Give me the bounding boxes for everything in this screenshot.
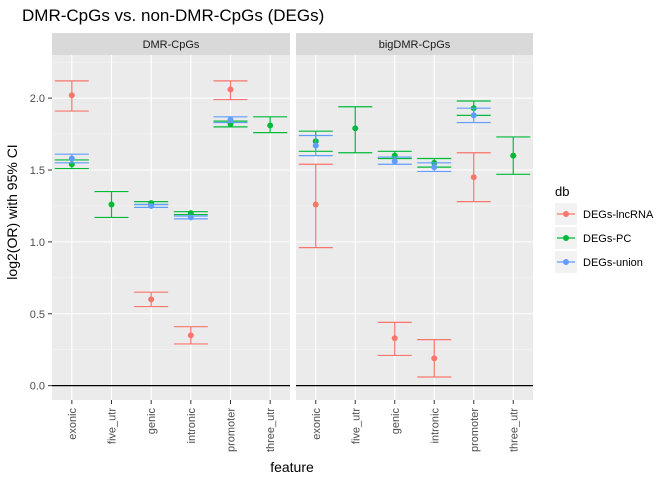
legend-key-point (563, 211, 569, 217)
data-point (470, 174, 477, 181)
legend-label: DEGs-union (583, 257, 643, 269)
chart-title: DMR-CpGs vs. non-DMR-CpGs (DEGs) (22, 6, 324, 25)
data-point (391, 335, 398, 342)
error-bar (496, 136, 531, 175)
data-point (470, 112, 477, 119)
data-point (148, 296, 155, 303)
error-bar (417, 339, 452, 378)
panel-background (52, 55, 290, 400)
error-bar (377, 321, 412, 357)
x-tick-label: genic (146, 408, 158, 435)
data-point (148, 202, 155, 209)
data-point (68, 155, 75, 162)
data-point (352, 125, 359, 132)
x-tick-label: three_utr (265, 408, 277, 452)
x-tick-label: promoter (469, 408, 481, 452)
legend-key-point (563, 259, 569, 265)
facet-label: bigDMR-CpGs (379, 39, 451, 51)
data-point (391, 158, 398, 165)
x-tick-label: five_utr (107, 408, 119, 444)
legend-key-point (563, 235, 569, 241)
x-tick-label: exonic (67, 408, 79, 440)
y-axis-label: log2(OR) with 95% CI (4, 144, 20, 279)
data-point (187, 332, 194, 339)
error-bar (377, 156, 412, 165)
error-bar (298, 163, 333, 249)
error-bar (134, 291, 169, 308)
plot-area: DMR-CpGs exonic five_utr genic intronic promo… (30, 33, 533, 452)
error-bar (213, 116, 248, 124)
data-point (312, 142, 319, 149)
legend: db DEGs-lncRNA DEGs-PC DEGs-union (555, 184, 654, 273)
panel-background (296, 55, 533, 400)
data-point (227, 116, 234, 123)
facet-strip (296, 33, 533, 55)
error-bar (173, 214, 208, 221)
error-bar (173, 210, 208, 217)
error-bar (456, 152, 491, 203)
y-tick-label: 1.0 (30, 237, 45, 249)
error-bar (173, 326, 208, 345)
data-point (431, 355, 438, 362)
x-tick-label: five_utr (350, 408, 362, 444)
x-tick-label: promoter (226, 408, 238, 452)
legend-item: DEGs-union (555, 251, 643, 273)
data-point (267, 122, 274, 129)
y-tick-label: 1.5 (30, 165, 45, 177)
legend-item: DEGs-PC (555, 227, 631, 249)
error-bar (213, 80, 248, 101)
error-bar (338, 106, 373, 154)
x-tick-label: intronic (429, 408, 441, 444)
error-bar (54, 80, 89, 112)
error-bar (54, 153, 89, 164)
x-tick-label: genic (390, 408, 402, 435)
error-bar (417, 162, 452, 173)
error-bar (134, 202, 169, 209)
x-tick-label: exonic (311, 408, 323, 440)
error-bar (253, 116, 288, 134)
data-point (510, 152, 517, 159)
error-bar (298, 134, 333, 157)
facet-strip (52, 33, 290, 55)
data-point (227, 86, 234, 93)
data-point (108, 201, 115, 208)
y-tick-label: 0.5 (30, 309, 45, 321)
data-point (187, 214, 194, 221)
y-tick-label: 0.0 (30, 381, 45, 393)
data-point (68, 92, 75, 99)
x-tick-label: intronic (186, 408, 198, 444)
legend-label: DEGs-lncRNA (583, 209, 654, 221)
legend-title: db (555, 184, 569, 199)
legend-label: DEGs-PC (583, 233, 631, 245)
facet-label: DMR-CpGs (143, 39, 200, 51)
data-point (312, 201, 319, 208)
legend-item: DEGs-lncRNA (555, 203, 654, 225)
x-tick-label: three_utr (508, 408, 520, 452)
data-point (187, 210, 194, 217)
y-tick-label: 2.0 (30, 93, 45, 105)
x-axis-label: feature (270, 459, 314, 475)
error-bar (94, 190, 129, 219)
data-point (431, 164, 438, 171)
error-bar (456, 107, 491, 124)
